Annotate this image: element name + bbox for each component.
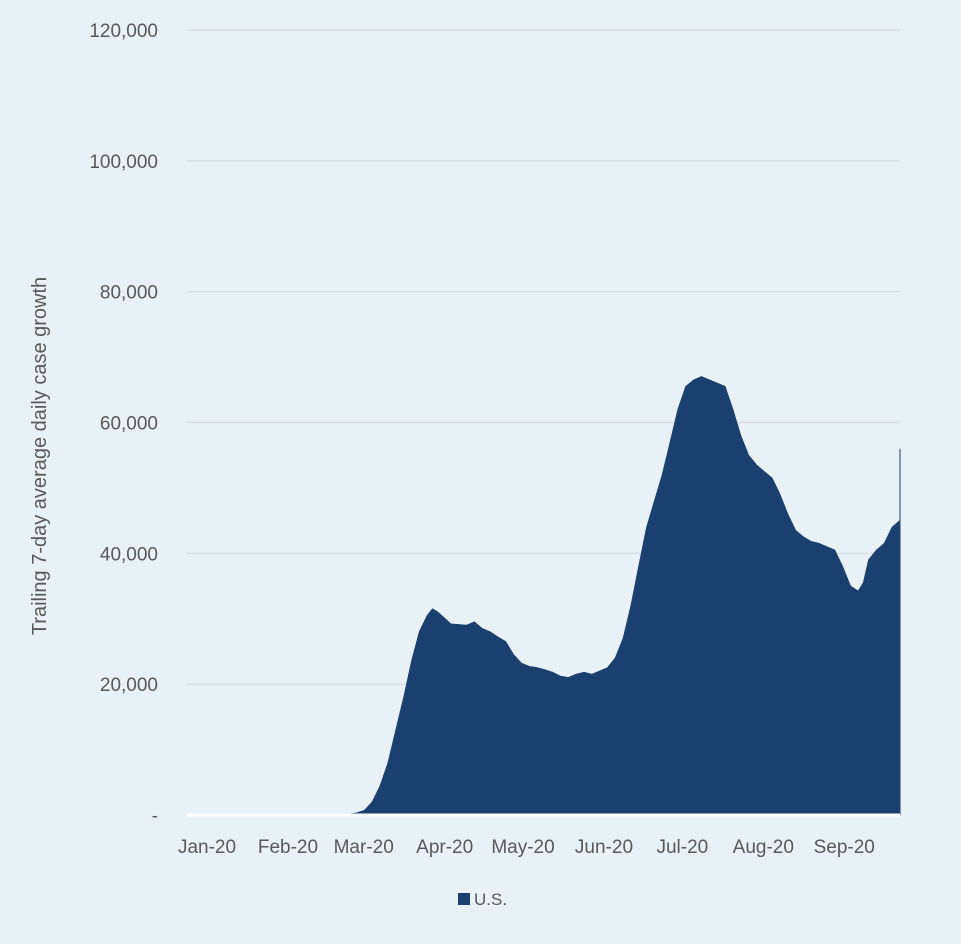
y-tick-label: 20,000 bbox=[100, 675, 158, 696]
y-tick-label: - bbox=[152, 806, 158, 827]
plot-area bbox=[187, 376, 901, 817]
legend-label: U.S. bbox=[474, 890, 507, 909]
legend-swatch bbox=[458, 893, 470, 905]
y-tick-label: 60,000 bbox=[100, 414, 158, 435]
x-tick-label: Feb-20 bbox=[258, 837, 318, 858]
y-axis-ticks: - 20,000 40,000 60,000 80,000 100,000 120,000 bbox=[89, 21, 158, 827]
x-tick-label: Apr-20 bbox=[416, 837, 473, 858]
area-series-us bbox=[187, 376, 901, 816]
x-axis-ticks: Jan-20 Feb-20 Mar-20 Apr-20 May-20 Jun-20 Jul-… bbox=[178, 837, 875, 858]
legend: U.S. bbox=[458, 890, 507, 909]
x-tick-label: Aug-20 bbox=[733, 837, 794, 858]
y-tick-label: 40,000 bbox=[100, 544, 158, 565]
x-tick-label: Sep-20 bbox=[814, 837, 875, 858]
x-tick-label: Jul-20 bbox=[656, 837, 708, 858]
x-tick-label: Jun-20 bbox=[575, 837, 633, 858]
y-axis-label: Trailing 7-day average daily case growth bbox=[29, 277, 51, 635]
x-tick-label: May-20 bbox=[491, 837, 554, 858]
y-tick-label: 120,000 bbox=[89, 21, 158, 42]
y-tick-label: 100,000 bbox=[89, 152, 158, 173]
y-tick-label: 80,000 bbox=[100, 283, 158, 304]
x-tick-label: Mar-20 bbox=[334, 837, 394, 858]
x-tick-label: Jan-20 bbox=[178, 837, 236, 858]
